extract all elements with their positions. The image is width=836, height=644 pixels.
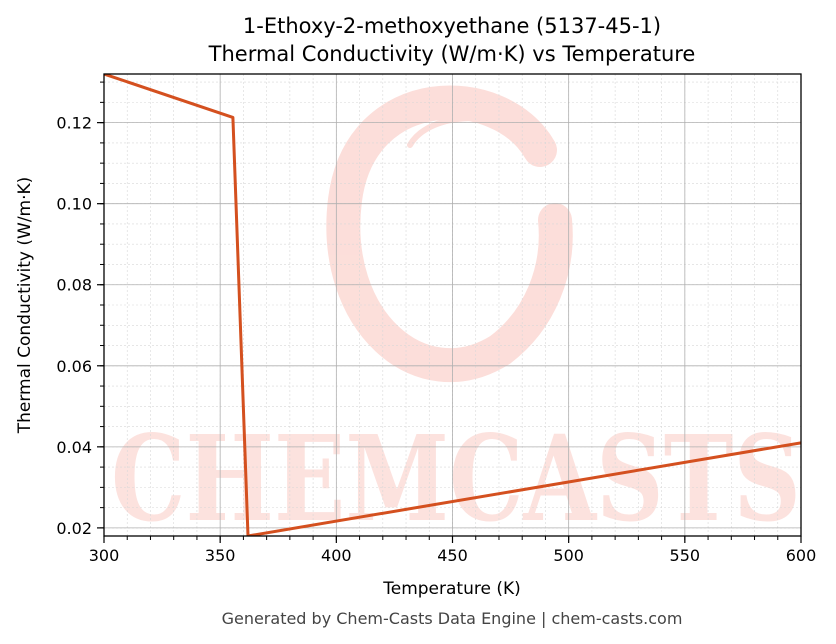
y-axis: 0.02 0.04 0.06 0.08 0.10 0.12 xyxy=(56,81,104,538)
y-tick-label: 0.12 xyxy=(56,114,92,133)
y-tick-label: 0.10 xyxy=(56,195,92,214)
watermark-text: CHEMCASTS xyxy=(111,409,801,548)
footer-credit: Generated by Chem-Casts Data Engine | ch… xyxy=(222,609,683,628)
chart-subtitle: Thermal Conductivity (W/m·K) vs Temperat… xyxy=(208,42,696,66)
x-tick-label: 600 xyxy=(786,546,817,565)
x-tick-label: 500 xyxy=(553,546,584,565)
x-axis: 300 350 400 450 500 550 600 xyxy=(89,536,817,565)
x-axis-label: Temperature (K) xyxy=(382,579,521,599)
watermark-logo xyxy=(326,85,573,383)
series-layer xyxy=(104,74,801,536)
series-line-0 xyxy=(104,74,801,536)
x-tick-label: 400 xyxy=(321,546,352,565)
chart-title: 1-Ethoxy-2-methoxyethane (5137-45-1) xyxy=(243,14,661,38)
x-tick-label: 450 xyxy=(437,546,468,565)
y-tick-label: 0.02 xyxy=(56,519,92,538)
x-tick-label: 300 xyxy=(89,546,120,565)
x-tick-label: 550 xyxy=(670,546,701,565)
y-tick-label: 0.08 xyxy=(56,276,92,295)
y-tick-label: 0.04 xyxy=(56,438,92,457)
y-axis-label: Thermal Conductivity (W/m·K) xyxy=(15,177,35,435)
watermark: CHEMCASTS xyxy=(111,85,801,548)
y-tick-label: 0.06 xyxy=(56,357,92,376)
x-tick-label: 350 xyxy=(205,546,236,565)
